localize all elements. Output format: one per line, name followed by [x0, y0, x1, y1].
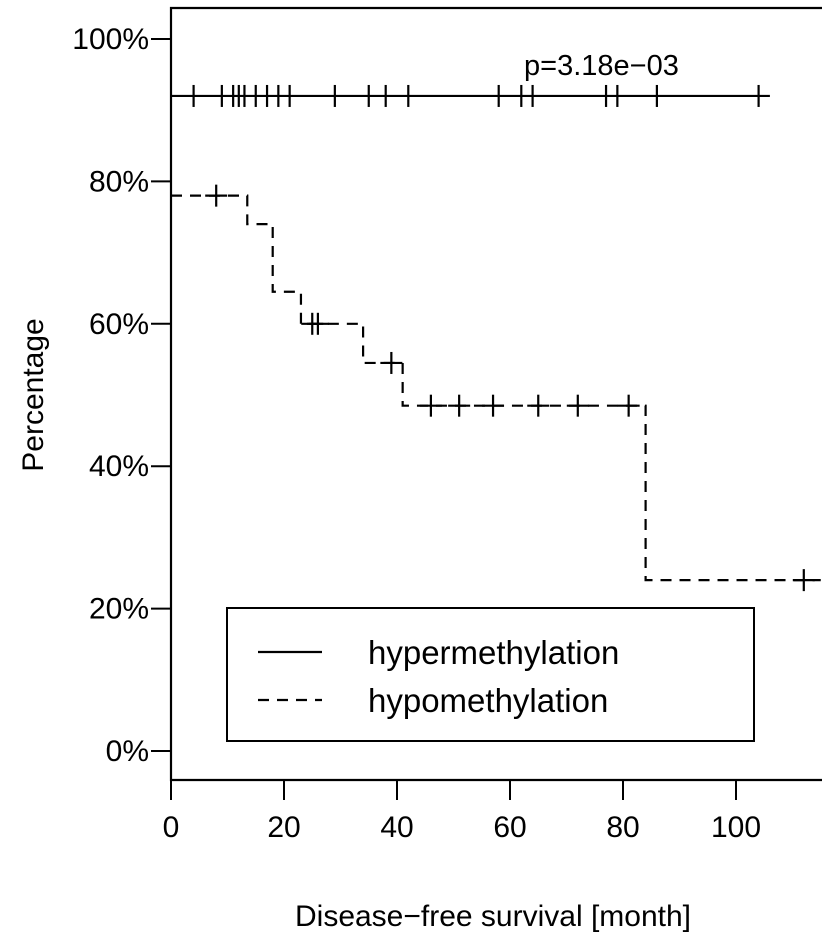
plot-border [169, 6, 822, 782]
y-tick-label: 40% [89, 450, 149, 483]
plot-frame [169, 6, 822, 782]
y-axis: 0% 20% 40% 60% 80% 100% [72, 23, 171, 768]
y-tick-label: 100% [72, 23, 149, 56]
y-axis-title: Percentage [17, 318, 50, 471]
y-tick-label: 0% [106, 735, 149, 768]
legend-label-hypomethylation: hypomethylation [368, 682, 608, 719]
x-axis-title: Disease−free survival [month] [295, 900, 691, 933]
x-tick-label: 0 [163, 811, 180, 844]
x-tick-label: 100 [711, 811, 761, 844]
x-tick-label: 40 [380, 811, 413, 844]
x-tick-label: 60 [493, 811, 526, 844]
legend-label-hypermethylation: hypermethylation [368, 634, 619, 671]
censor-mark-hypomethylation [566, 394, 589, 417]
x-tick-label: 20 [267, 811, 300, 844]
censor-mark-hypomethylation [792, 569, 815, 592]
censor-mark-hypomethylation [380, 351, 403, 374]
survival-curve-hypomethylation [171, 194, 821, 582]
y-tick-label: 60% [89, 308, 149, 341]
censor-mark-hypomethylation [448, 394, 471, 417]
censor-mark-hypomethylation [482, 394, 505, 417]
y-tick-label: 80% [89, 165, 149, 198]
legend-box [226, 607, 755, 742]
censor-mark-hypomethylation [617, 394, 640, 417]
x-tick-label: 80 [606, 811, 639, 844]
censor-mark-hypomethylation [419, 394, 442, 417]
legend: hypermethylation hypomethylation [226, 607, 755, 742]
censor-mark-hypomethylation [527, 394, 550, 417]
p-value-annotation: p=3.18e−03 [524, 50, 679, 82]
censor-mark-hypomethylation [205, 184, 228, 207]
x-axis: 0 20 40 60 80 100 [163, 780, 761, 844]
censor-mark-hypomethylation [306, 312, 329, 335]
y-tick-label: 20% [89, 593, 149, 626]
plot-series [171, 84, 821, 592]
